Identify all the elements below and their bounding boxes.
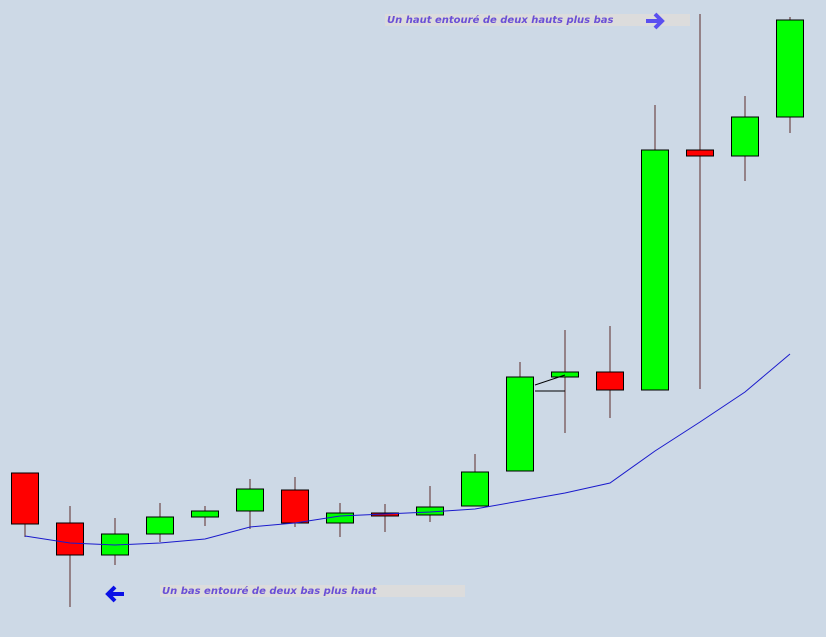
candle-body: [146, 516, 174, 535]
annotation-box: [160, 585, 465, 597]
arrow-left: [105, 585, 124, 603]
candle-body: [506, 376, 534, 472]
candle-body: [551, 371, 579, 378]
candle-body: [461, 471, 489, 507]
candle-body: [731, 116, 759, 157]
candle-body: [281, 489, 309, 524]
annotation-box: [385, 14, 690, 26]
moving-average: [24, 353, 791, 546]
annotation: Un haut entouré de deux hauts plus bas: [387, 14, 613, 26]
candle-body: [596, 371, 624, 391]
candle-body: [236, 488, 264, 512]
pattern-line: [534, 374, 566, 386]
candle-body: [326, 512, 354, 524]
candle-body: [56, 522, 84, 556]
candles: [11, 14, 804, 607]
candle-body: [191, 510, 219, 518]
candle-body: [686, 149, 714, 157]
candle-body: [641, 149, 669, 391]
arrow-right: [646, 12, 665, 30]
candle-body: [11, 472, 39, 525]
candle-body: [776, 19, 804, 118]
annotation: Un bas entouré de deux bas plus haut: [162, 585, 378, 597]
